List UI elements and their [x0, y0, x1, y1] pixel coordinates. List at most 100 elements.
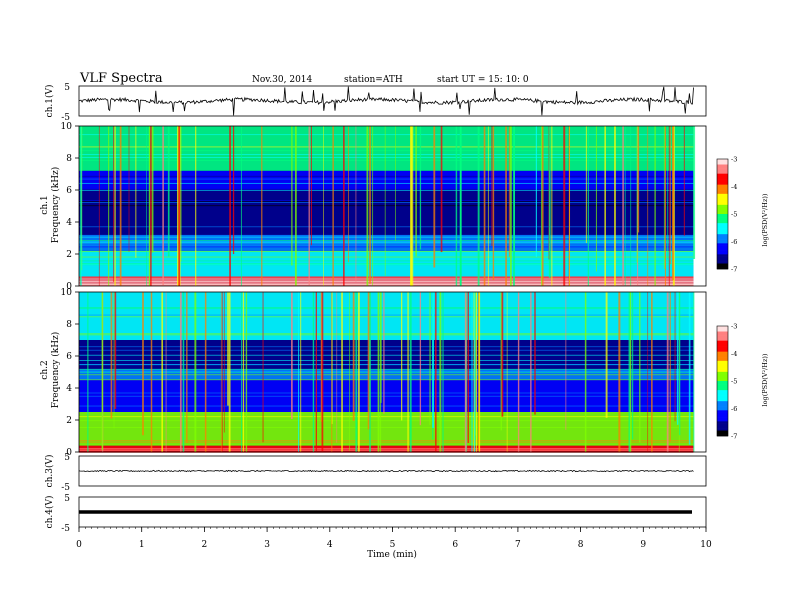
ch2-sferic-streak [471, 292, 473, 452]
ch2-sferic-streak [320, 292, 322, 422]
ch2-sferic-streak [315, 292, 317, 452]
ch2-ytick-label: 10 [61, 288, 73, 298]
ch4-waveform-panel: 5 -5 ch.4(V) [44, 494, 707, 534]
ch1-colorbar-cell [717, 204, 728, 207]
ch1-sferic-streak [81, 126, 83, 271]
ch1-colorbar-cell [717, 263, 728, 266]
ch1-band-texture [79, 134, 694, 136]
ch2-colorbar-cell [717, 327, 728, 330]
ch1-sferic-streak [98, 126, 100, 286]
ch2-sferic-streak [300, 292, 302, 452]
ch2-sferic-streak [227, 292, 229, 406]
ch2-sferic-streak [688, 292, 691, 445]
ch1-sferic-streak [167, 126, 170, 257]
ch2-sferic-streak [150, 292, 153, 452]
ch2-sferic-streak [298, 292, 300, 452]
ch1-colorbar-cell [717, 265, 728, 268]
ch1-sferic-streak [668, 126, 670, 286]
ch2-colorbar-cell [717, 428, 728, 431]
ch2-colorbar-cell [717, 388, 728, 391]
ch1-band-texture [79, 256, 694, 258]
ch1-sferic-streak [604, 126, 606, 286]
ch1-sferic-streak [150, 126, 152, 286]
ch1-colorbar-cell [717, 230, 728, 233]
ch2-colorbar-cell [717, 419, 728, 422]
ch2-band-texture [79, 314, 694, 316]
ch1-band-texture [79, 160, 694, 161]
ch1-colorbar-cell [717, 179, 728, 182]
x-tick-label: 9 [640, 540, 646, 550]
ch1-sferic-streak [636, 126, 638, 263]
ch2-sferic-streak [220, 292, 222, 452]
ch1-band-texture [79, 154, 694, 155]
ch1-frame [78, 85, 707, 117]
x-tick-label: 10 [700, 540, 712, 550]
ch2-sferic-streak [114, 292, 117, 409]
ch2-colorbar-cell [717, 432, 728, 435]
ch1-colorbar-cell [717, 170, 728, 173]
ch1-sferic-streak [672, 126, 674, 281]
x-tick-label: 6 [452, 540, 458, 550]
ch2-colorbar-cell [717, 326, 728, 329]
ch1-sferic-streak [492, 126, 495, 281]
ch1-colorbar-cell [717, 190, 728, 193]
ch1-colorbar-cell [717, 159, 728, 162]
ch1-colorbar-cell [717, 215, 728, 218]
ch2-colorbar-cell [717, 364, 728, 367]
ch2-colorbar-cell [717, 426, 728, 429]
x-tick-label: 3 [264, 540, 270, 550]
ch1-ylabel: ch.1(V) [44, 85, 55, 118]
ch1-sferic-streak [541, 126, 544, 286]
ch1-band-texture [79, 263, 694, 264]
ch1-sferic-streak [663, 126, 665, 269]
ch1-band-texture [79, 264, 694, 266]
x-tick-label: 5 [390, 540, 396, 550]
ch1-ytick-label: 10 [61, 122, 73, 132]
ch2-sferic-streak [262, 292, 264, 443]
ch1-colorbar-cell [717, 223, 728, 226]
ch1-ytick-bottom: -5 [61, 113, 70, 123]
ch1-sferic-streak [291, 126, 293, 266]
ch2-colorbar-label: log(PSD(V²/Hz)) [761, 353, 769, 406]
ch2-colorbar-tick: -7 [731, 433, 737, 441]
ch2-colorbar-cell [717, 403, 728, 406]
ch2-colorbar-cell [717, 415, 728, 418]
ch1-sferic-streak [135, 126, 137, 258]
ch2-colorbar-cell [717, 384, 728, 387]
ch1-band-texture [79, 188, 694, 190]
x-axis: 0 1 2 3 4 5 6 7 8 9 10 [76, 527, 712, 550]
ch2-sferic-streak [584, 292, 587, 452]
ch1-sferic-streak [647, 126, 649, 286]
ch1-band-texture [79, 281, 694, 283]
ch2-sferic-streak [474, 292, 476, 452]
ch2-colorbar-cell [717, 368, 728, 371]
ch2-spec-channel-label: ch.2 [40, 360, 50, 379]
ch2-sferic-streak [632, 292, 634, 440]
ch2-colorbar-cell [717, 344, 728, 347]
ch1-colorbar-frame [716, 158, 729, 270]
ch2-sferic-streak [628, 292, 631, 452]
ch3-ytick-top: 5 [64, 453, 70, 463]
ch2-colorbar-cell [717, 404, 728, 407]
ch1-band-texture [79, 242, 694, 244]
ch1-ytick-label: 4 [66, 218, 72, 228]
ch1-sferic-streak [151, 126, 154, 253]
ch2-colorbar-cell [717, 366, 728, 369]
ch1-colorbar-tick: -6 [731, 238, 737, 246]
ch1-sferic-streak [148, 126, 151, 286]
ch1-sferic-streak [308, 126, 310, 286]
ch2-sferic-streak [161, 292, 164, 452]
ch2-colorbar-cell [717, 393, 728, 396]
ch1-sferic-streak [411, 126, 414, 286]
ch2-colorbar-cell [717, 392, 728, 395]
ch2-colorbar-cell [717, 379, 728, 382]
ch1-ytick-label: 0 [66, 282, 72, 292]
ch2-colorbar-cell [717, 408, 728, 411]
ch2-colorbar-cell [717, 381, 728, 384]
ch2-sferic-streak [87, 292, 89, 452]
ch1-colorbar-cell [717, 168, 728, 171]
ch1-sferic-streak [232, 126, 235, 255]
ch1-sferic-streak [323, 126, 324, 286]
